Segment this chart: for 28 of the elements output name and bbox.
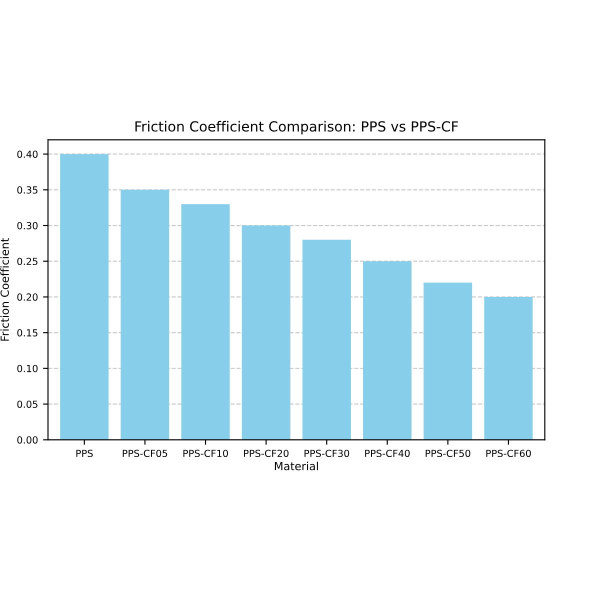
x-tick-label: PPS-CF40 [365,450,410,458]
y-tick-label: 0.00 [17,436,38,444]
y-tick-label: 0.15 [17,329,38,336]
y-axis-title: Friction Coefficient [0,238,9,341]
bar [302,240,351,440]
bar [242,226,290,440]
bar [120,190,170,440]
x-axis-title: Material [274,462,318,470]
y-tick-label: 0.05 [17,400,38,408]
x-tick-label: PPS-CF20 [244,450,289,458]
x-tick-label: PPS-CF05 [122,450,168,458]
bar [60,154,109,440]
x-tick-label: PPS-CF30 [304,450,350,458]
bar [363,261,412,440]
y-tick-label: 0.30 [17,222,38,230]
x-tick-label: PPS-CF60 [486,450,531,458]
y-tick-label: 0.10 [17,364,38,372]
x-tick-label: PPS-CF50 [426,450,470,458]
x-tick-label: PPS [76,450,93,458]
bar [484,296,533,440]
y-tick-label: 0.35 [17,186,38,194]
bar [181,204,230,440]
bar [424,282,472,440]
y-tick-label: 0.40 [17,150,38,158]
chart-title: Friction Coefficient Comparison: PPS vs PPS-CF [135,120,458,134]
y-tick-label: 0.20 [17,293,38,301]
x-tick-label: PPS-CF10 [183,450,228,458]
y-tick-label: 0.25 [17,258,38,266]
